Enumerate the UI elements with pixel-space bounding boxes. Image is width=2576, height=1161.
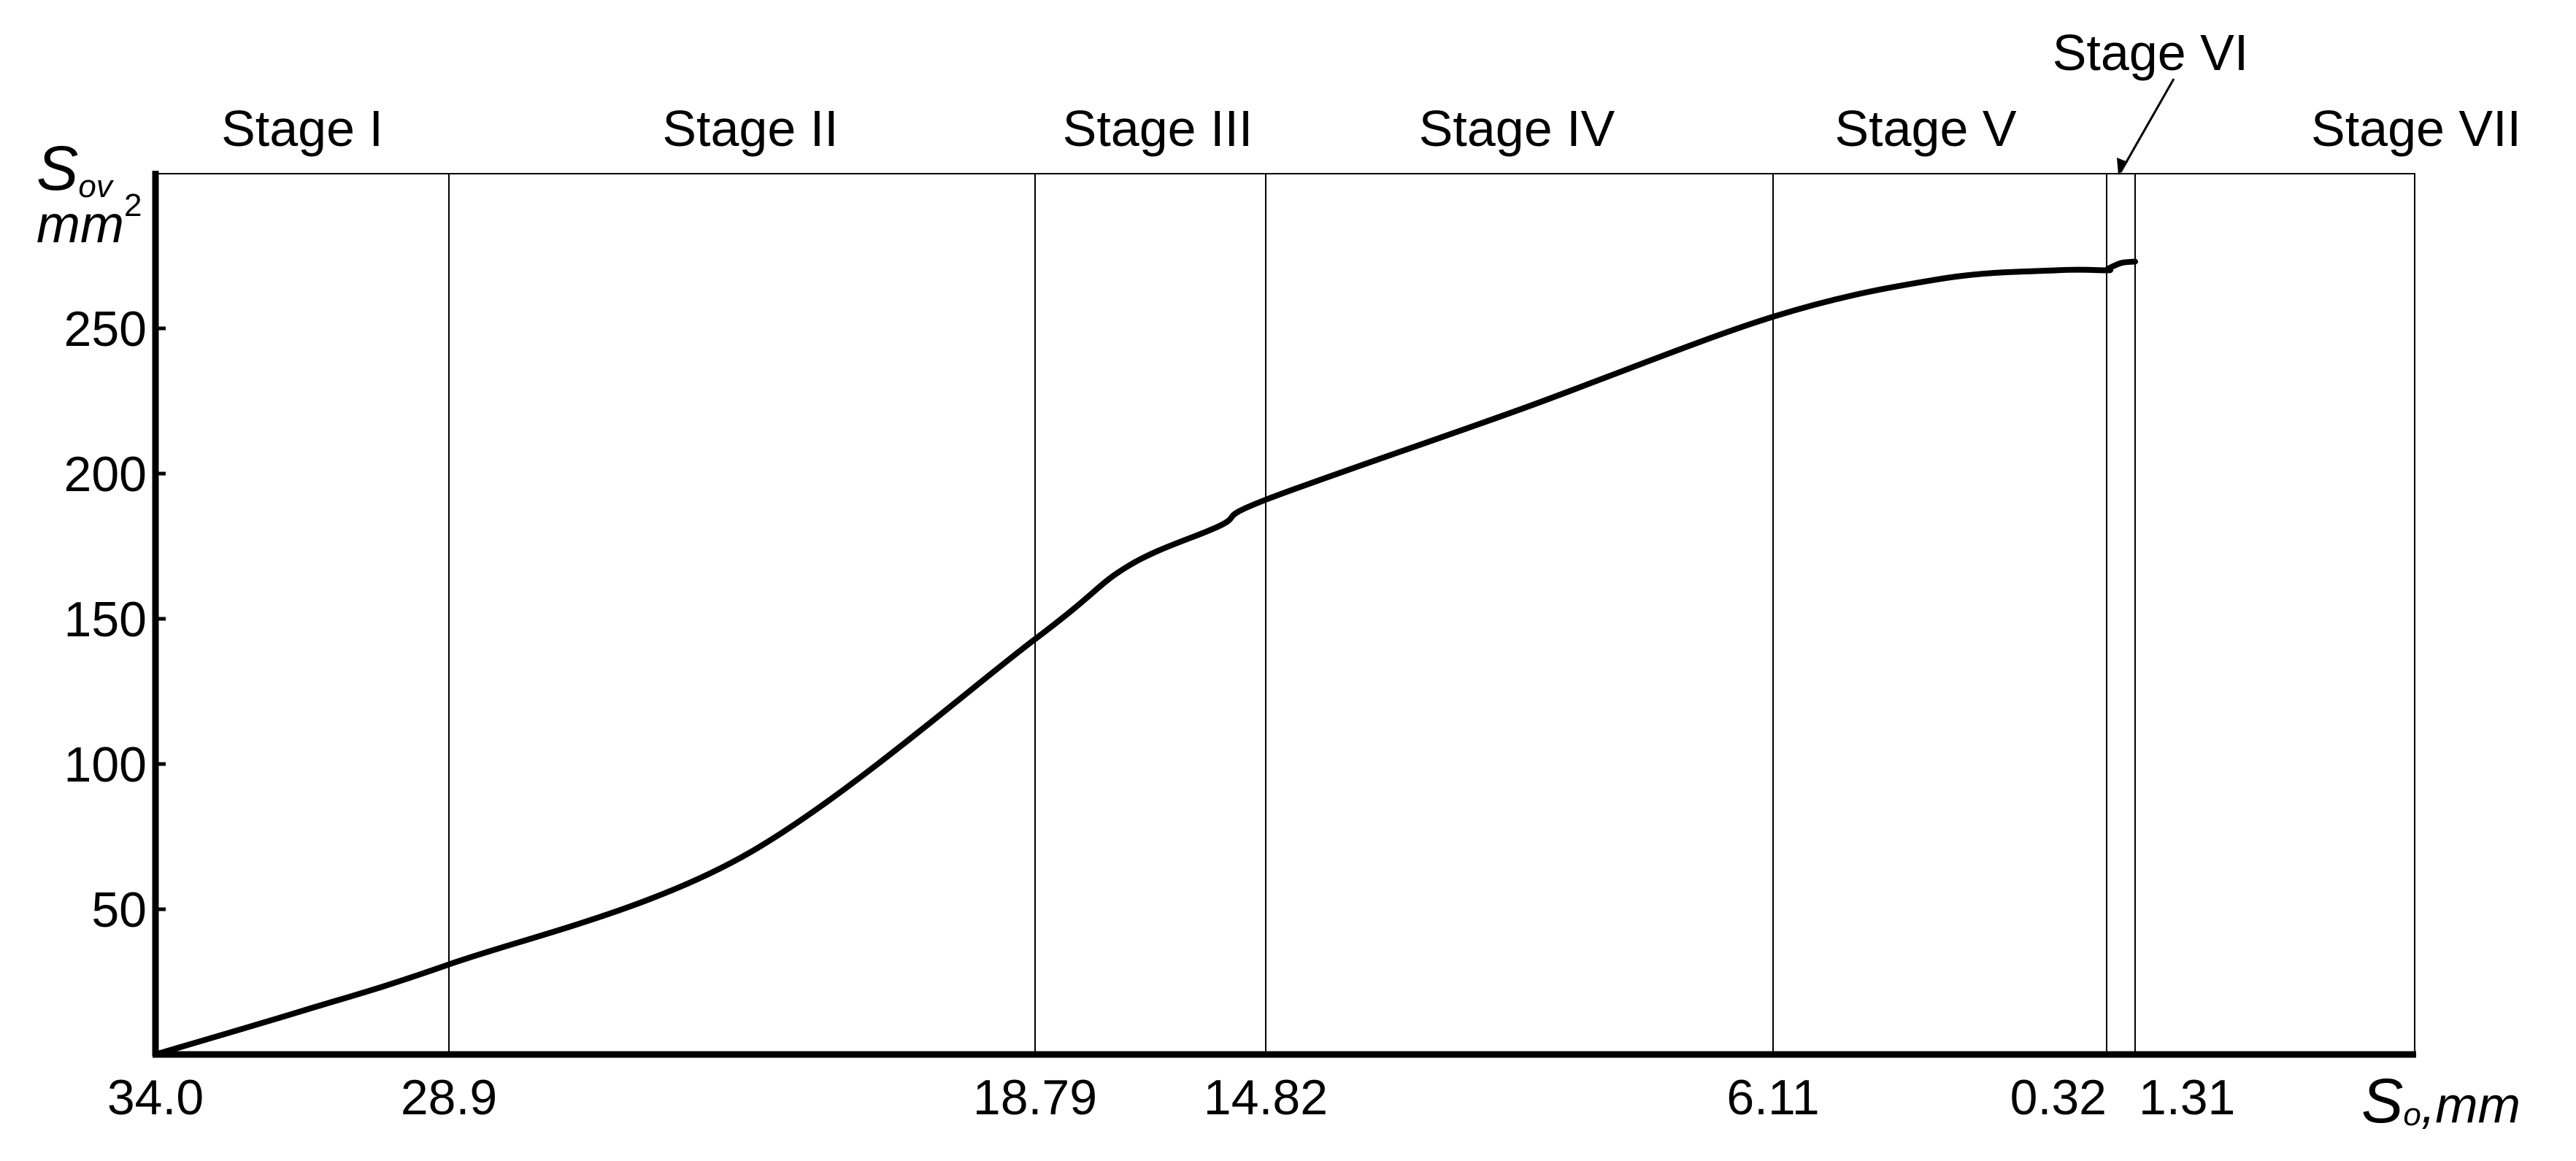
plot-frame — [155, 173, 2415, 1055]
y-tick-label: 100 — [64, 737, 147, 792]
y-tick-label: 150 — [64, 592, 147, 647]
y-tick-label: 250 — [64, 301, 147, 357]
y-axis-title: Sov — [36, 134, 115, 204]
stage-boundaries — [448, 174, 2136, 1054]
stage-label: Stage IV — [1419, 100, 1615, 157]
series-line — [153, 258, 2138, 1057]
stage-label: Stage III — [1063, 100, 1253, 157]
x-tick-label: 34.0 — [107, 1070, 204, 1125]
y-axis-symbol: S — [36, 134, 78, 204]
x-tick-label: 0.32 — [2010, 1070, 2107, 1125]
stage-label: Stage II — [662, 100, 838, 157]
stage-label: Stage VII — [2311, 100, 2521, 157]
y-tick-label: 50 — [91, 882, 147, 938]
stage-label: Stage VI — [2053, 24, 2249, 81]
y-axis-subscript: ov — [78, 169, 114, 204]
stage-vi-arrowhead — [2117, 158, 2128, 175]
stage-label: Stage V — [1834, 100, 2016, 157]
x-tick-label: 1.31 — [2139, 1070, 2235, 1125]
stage-label: Stage I — [221, 100, 383, 157]
y-axis-unit-text: mm — [36, 196, 124, 254]
x-axis-subscript: o — [2403, 1097, 2421, 1133]
x-tick-label: 18.79 — [973, 1070, 1097, 1125]
y-axis-unit: mm2 — [36, 188, 142, 254]
stage-vi-leader — [2119, 78, 2175, 173]
y-ticks: 50 100 150 200 250 — [64, 301, 166, 938]
x-tick-label: 14.82 — [1204, 1070, 1328, 1125]
y-tick-label: 200 — [64, 447, 147, 502]
x-ticks: 34.0 28.9 18.79 14.82 6.11 0.32 1.31 — [107, 1070, 2236, 1125]
x-tick-label: 28.9 — [401, 1070, 497, 1125]
stage-labels: Stage I Stage II Stage III Stage IV Stage V S… — [221, 24, 2521, 157]
x-axis-unit: ,mm — [2421, 1076, 2521, 1133]
x-axis-title: So,mm — [2361, 1066, 2521, 1136]
x-axis-symbol: S — [2361, 1066, 2403, 1136]
x-tick-label: 6.11 — [1726, 1070, 1819, 1125]
y-axis-unit-sup: 2 — [124, 188, 142, 223]
